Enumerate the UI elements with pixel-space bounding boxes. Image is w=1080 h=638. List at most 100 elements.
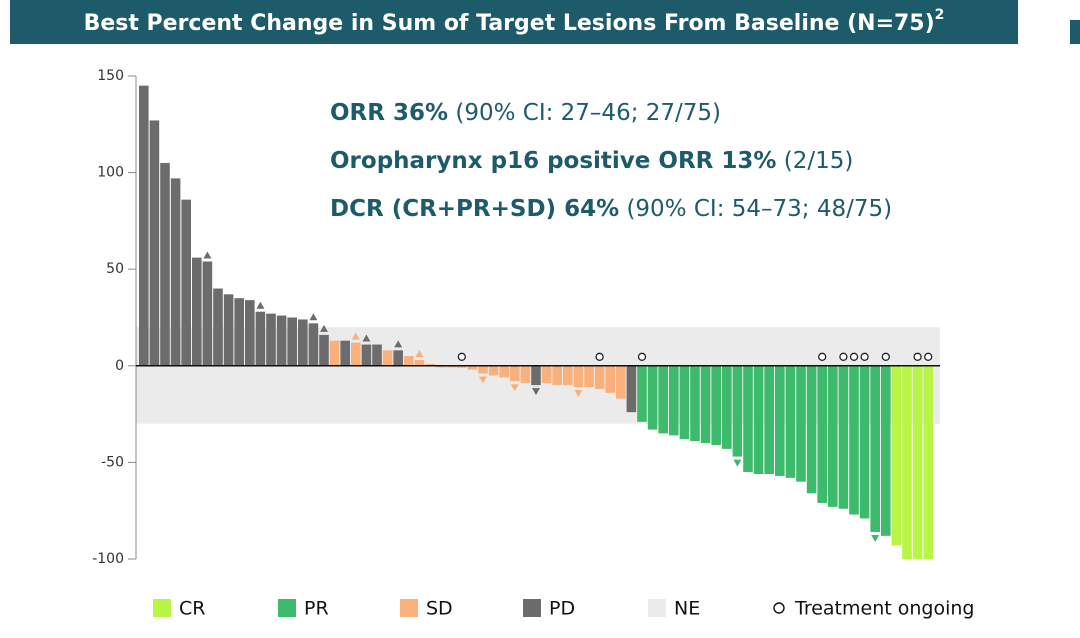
bar: [881, 365, 891, 536]
bar: [711, 365, 721, 446]
bar: [796, 365, 806, 482]
bar: [520, 365, 531, 384]
bar: [287, 317, 297, 366]
bar: [722, 365, 732, 449]
bar: [541, 365, 552, 384]
header-edge: [1070, 20, 1080, 44]
marker-ongoing: [924, 352, 933, 361]
bar: [658, 365, 668, 434]
bar: [859, 365, 870, 519]
legend-label: PR: [304, 598, 329, 620]
marker-down: [871, 534, 880, 542]
bar: [234, 298, 244, 366]
annotation-text: (90% CI: 27–46; 27/75): [455, 100, 721, 126]
bar: [902, 365, 912, 559]
y-tick-label: 100: [97, 165, 124, 181]
bar: [149, 120, 160, 366]
title-text: Best Percent Change in Sum of Target Les…: [84, 11, 935, 36]
legend-swatch: [523, 599, 541, 617]
marker-ongoing: [913, 352, 922, 361]
legend-label: NE: [674, 598, 700, 620]
bar: [510, 365, 520, 382]
bar: [870, 365, 880, 532]
header-bar: [10, 0, 1018, 44]
bar: [647, 365, 658, 430]
annotation: DCR (CR+PR+SD) 64% (90% CI: 54–73; 48/75…: [330, 196, 892, 222]
bar: [372, 344, 382, 366]
marker-up: [309, 313, 318, 321]
marker-down: [510, 384, 519, 392]
marker-up: [415, 350, 424, 358]
y-tick-label: -50: [101, 454, 124, 470]
marker-down: [479, 376, 487, 384]
bar: [764, 365, 774, 474]
annotation-bold: ORR 36%: [330, 100, 448, 126]
marker-down: [574, 390, 583, 398]
bar: [457, 365, 467, 368]
marker-ongoing: [881, 352, 890, 361]
annotation-text: (90% CI: 54–73; 48/75): [626, 196, 892, 222]
bar: [552, 365, 562, 386]
bar: [605, 365, 615, 393]
marker-down: [532, 388, 540, 396]
bar: [499, 365, 509, 378]
bar: [828, 365, 838, 507]
bar: [319, 334, 329, 366]
bar: [838, 365, 849, 509]
y-tick-label: 150: [97, 68, 124, 84]
annotation-bold: Oropharynx p16 positive ORR 13%: [330, 148, 776, 174]
bar: [139, 85, 149, 366]
bar: [679, 365, 690, 440]
bar: [298, 319, 308, 366]
legend-label: Treatment ongoing: [794, 598, 974, 620]
marker-up: [203, 251, 212, 259]
bar: [594, 365, 605, 389]
annotation: ORR 36% (90% CI: 27–46; 27/75): [330, 100, 721, 126]
bar: [213, 288, 223, 366]
bar: [891, 365, 902, 546]
legend-label: SD: [426, 598, 453, 620]
title-sup: 2: [935, 7, 945, 23]
bar: [223, 294, 234, 366]
annotation-text: (2/15): [784, 148, 854, 174]
marker-ongoing: [839, 352, 848, 361]
legend-label: CR: [179, 598, 205, 620]
bar: [806, 365, 817, 494]
bar: [255, 311, 266, 366]
bar: [192, 257, 202, 366]
bar: [478, 365, 488, 374]
bar: [467, 365, 478, 370]
legend-swatch: [278, 599, 296, 617]
bar: [817, 365, 827, 503]
bar: [584, 365, 594, 388]
y-tick-label: -100: [92, 551, 124, 567]
legend-label: PD: [549, 598, 575, 620]
bar: [170, 178, 181, 366]
legend-ongoing-symbol: [773, 602, 785, 614]
marker-ongoing: [860, 352, 869, 361]
annotation-bold: DCR (CR+PR+SD) 64%: [330, 196, 619, 222]
bar: [266, 313, 276, 366]
bar: [775, 365, 785, 476]
marker-up: [362, 334, 371, 342]
bar: [361, 344, 372, 366]
legend-swatch: [648, 599, 666, 617]
bar: [573, 365, 584, 388]
y-tick-label: 50: [106, 261, 124, 277]
bar: [351, 342, 361, 366]
marker-up: [394, 340, 403, 348]
bar: [340, 340, 350, 366]
bar: [393, 350, 403, 366]
bar: [329, 340, 340, 366]
bar: [785, 365, 796, 478]
bar: [425, 363, 435, 366]
y-tick-label: 0: [115, 358, 124, 374]
bar: [404, 356, 414, 366]
bar: [276, 315, 287, 366]
bar: [563, 365, 573, 386]
bar: [743, 365, 753, 473]
marker-up: [320, 324, 328, 332]
title: Best Percent Change in Sum of Target Les…: [84, 7, 945, 36]
bar: [616, 365, 626, 399]
